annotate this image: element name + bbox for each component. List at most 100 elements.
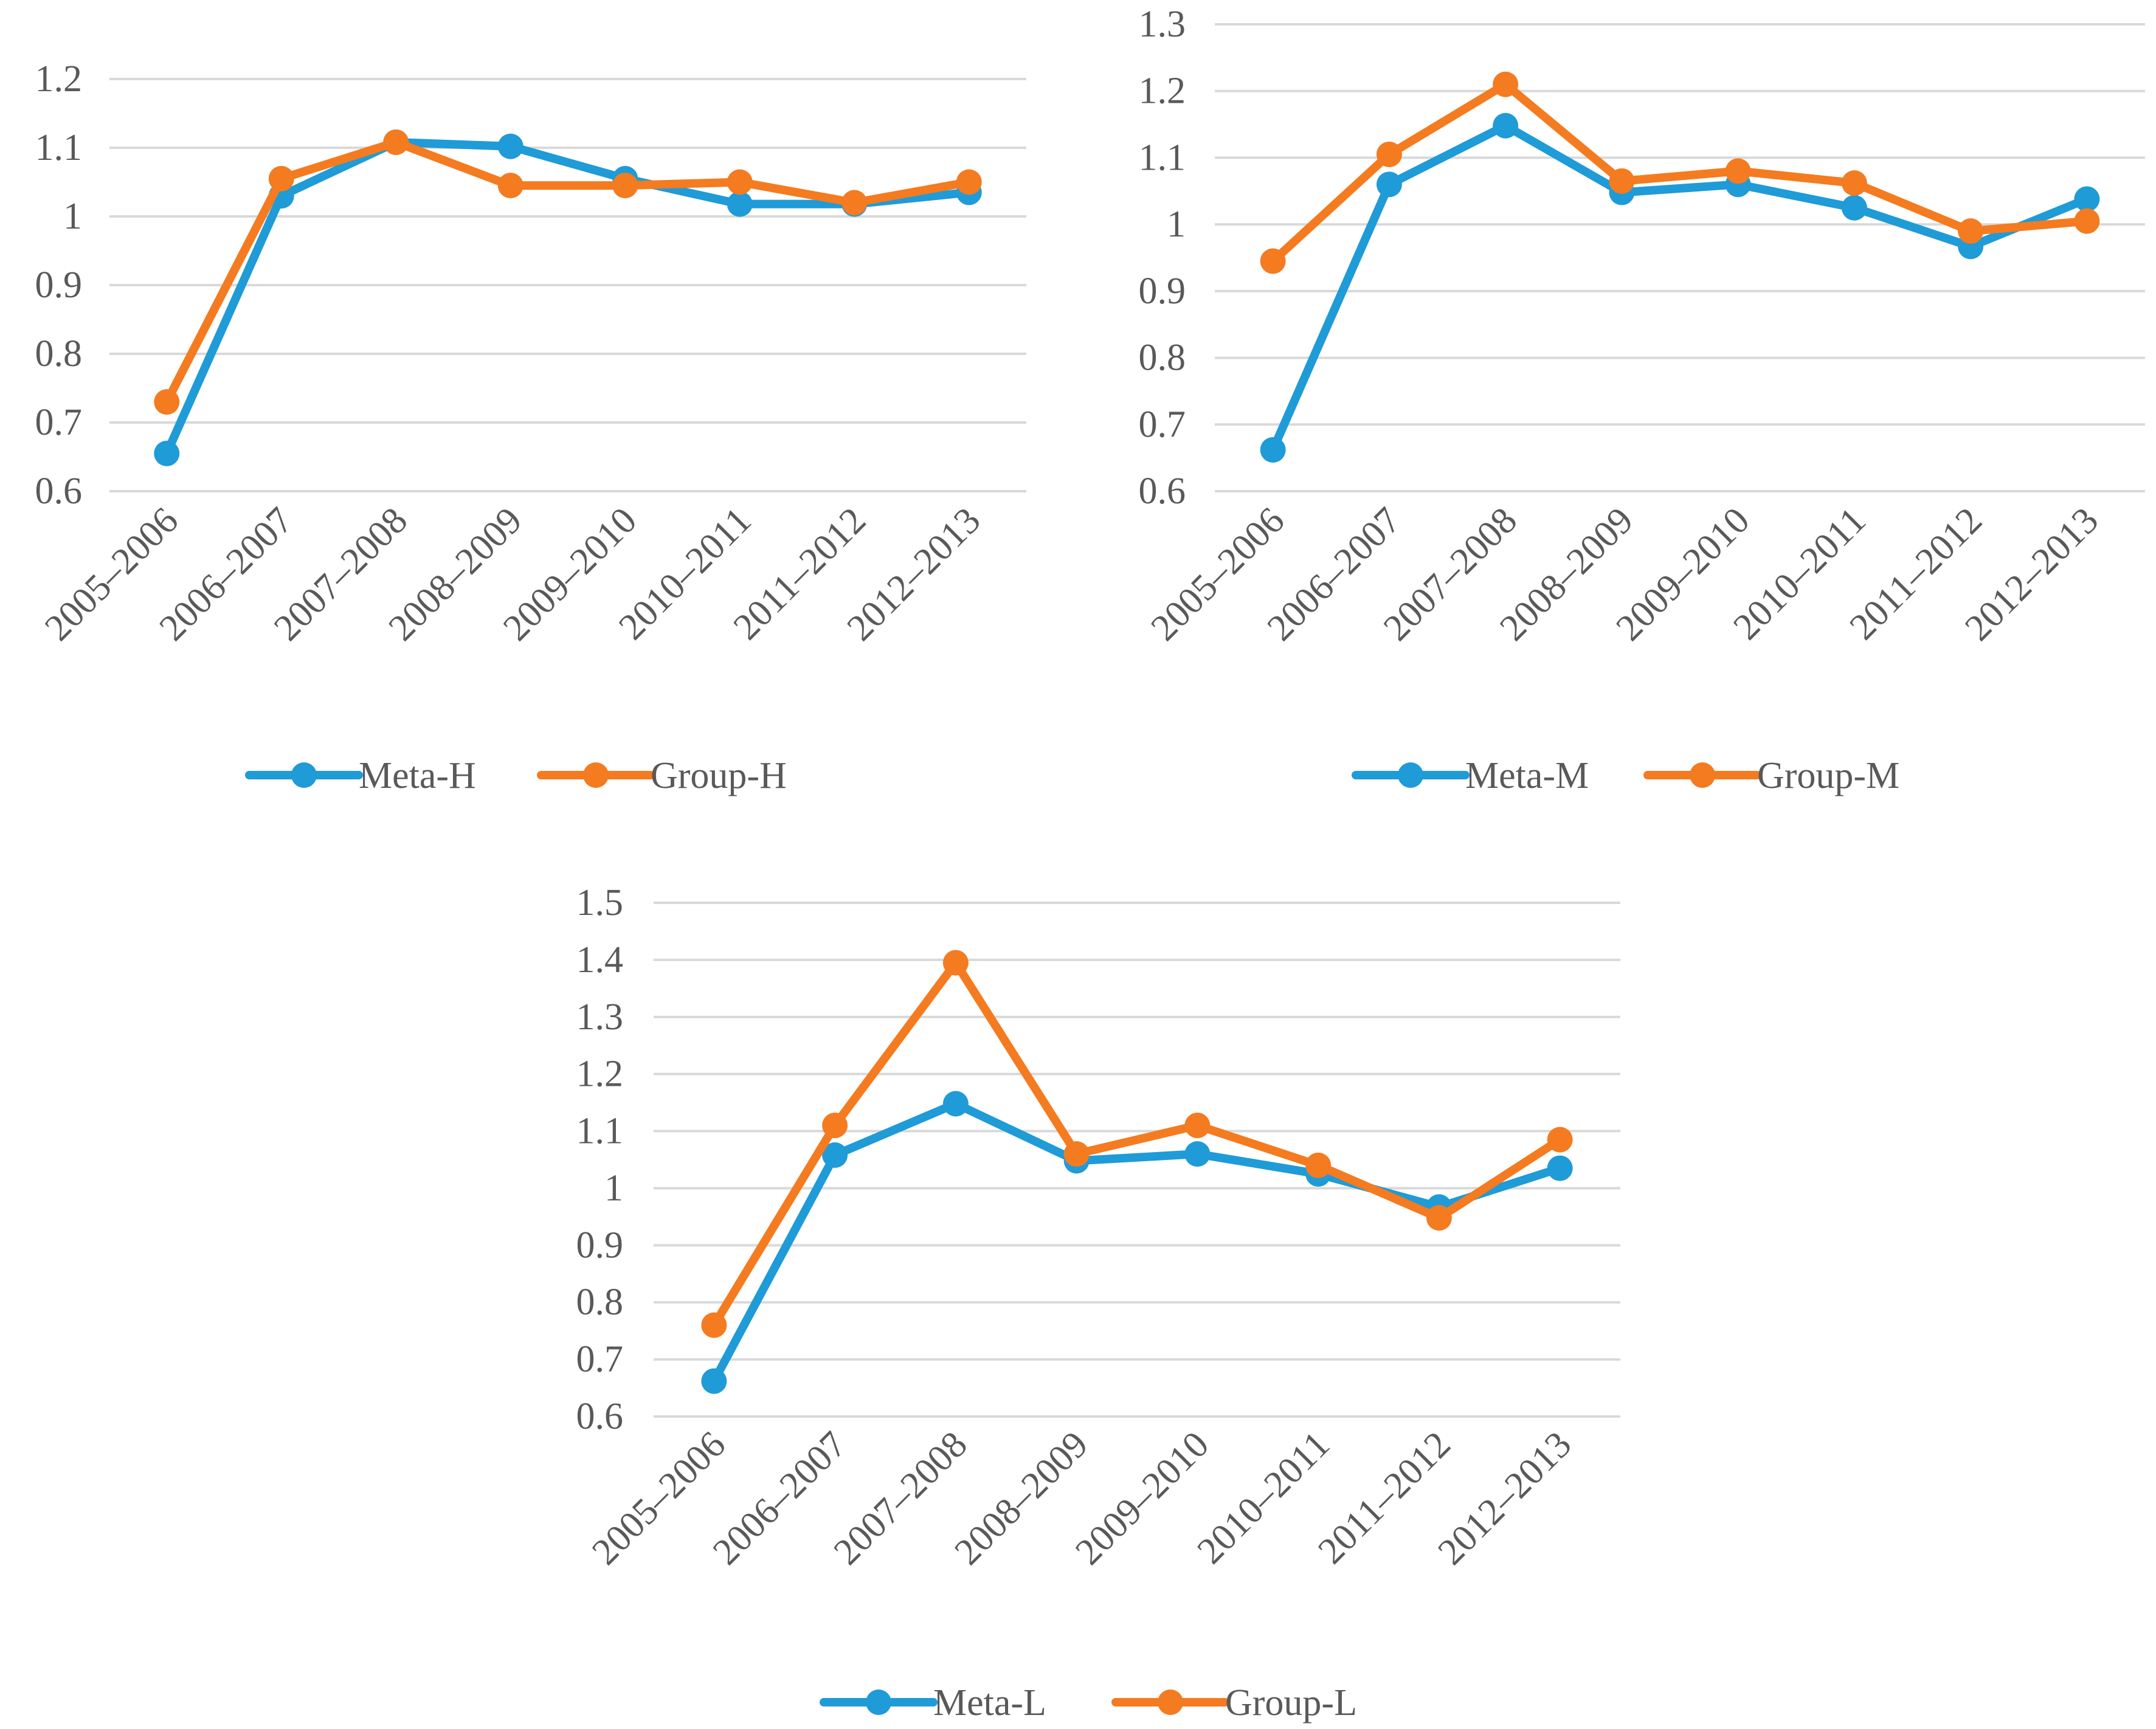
data-point — [1376, 141, 1402, 167]
legend-item: Meta-L — [820, 1682, 1046, 1724]
y-tick-label: 0.9 — [1139, 271, 1186, 312]
chart-m: 0.60.70.80.911.11.21.32005–20062006–2007… — [1139, 4, 2145, 796]
data-point — [841, 190, 868, 216]
data-point — [154, 389, 180, 415]
y-tick-label: 0.9 — [576, 1224, 624, 1266]
data-point — [1547, 1127, 1573, 1153]
data-point — [942, 1091, 969, 1117]
series-line-meta-h — [162, 137, 973, 458]
legend: Meta-H Group-H — [245, 755, 787, 796]
data-point — [1493, 71, 1519, 97]
y-tick-label: 0.6 — [576, 1396, 624, 1437]
legend-item: Group-L — [1111, 1682, 1357, 1724]
legend-swatch-marker — [1158, 1689, 1183, 1715]
y-tick-label: 1.1 — [576, 1111, 624, 1152]
data-point — [497, 173, 523, 199]
legend-item: Group-M — [1643, 755, 1899, 796]
x-tick-label: 2009–2010 — [1068, 1424, 1217, 1573]
y-tick-label: 1 — [1167, 204, 1186, 245]
data-point — [701, 1368, 727, 1394]
chart-h: 0.60.70.80.911.11.22005–20062006–2007200… — [35, 58, 1026, 796]
data-point — [942, 950, 969, 976]
legend: Meta-M Group-M — [1352, 755, 1899, 796]
y-tick-label: 1.2 — [35, 58, 83, 100]
y-tick-label: 0.6 — [1139, 471, 1186, 512]
x-tick-label: 2008–2009 — [947, 1424, 1096, 1573]
series-line-meta-m — [1268, 121, 2092, 454]
legend-item: Meta-H — [245, 755, 476, 796]
legend-label: Meta-M — [1465, 755, 1589, 796]
y-tick-label: 1.3 — [576, 996, 624, 1038]
data-point — [268, 165, 294, 192]
series-line-group-m — [1268, 80, 2092, 266]
data-point — [727, 191, 753, 217]
legend-label: Meta-L — [933, 1682, 1046, 1724]
series-line-group-h — [162, 137, 973, 407]
data-point — [1958, 218, 1984, 244]
data-point — [1184, 1141, 1211, 1167]
data-point — [2074, 208, 2100, 234]
data-point — [1609, 168, 1635, 194]
y-tick-label: 0.7 — [35, 402, 83, 443]
data-point — [1841, 170, 1867, 196]
data-point — [1184, 1113, 1211, 1139]
chart-l: 0.60.70.80.911.11.21.31.41.52005–2006200… — [576, 882, 1620, 1724]
legend-swatch-marker — [291, 762, 317, 788]
legend: Meta-L Group-L — [820, 1682, 1357, 1724]
data-point — [1493, 112, 1519, 139]
y-tick-label: 0.7 — [1139, 404, 1186, 445]
y-tick-label: 1.2 — [1139, 71, 1186, 112]
y-tick-label: 0.6 — [35, 471, 83, 512]
data-point — [822, 1113, 848, 1139]
data-point — [1260, 248, 1286, 274]
data-point — [727, 169, 753, 195]
legend-swatch-marker — [583, 762, 609, 788]
data-point — [154, 440, 180, 466]
data-point — [2074, 186, 2100, 212]
y-tick-label: 1.4 — [576, 939, 624, 981]
y-tick-label: 1.1 — [1139, 137, 1186, 178]
legend-label: Group-M — [1757, 755, 1899, 796]
data-point — [1547, 1155, 1573, 1181]
legend-swatch-marker — [866, 1689, 891, 1715]
data-point — [1376, 171, 1402, 198]
data-point — [1260, 437, 1286, 463]
y-tick-label: 1 — [604, 1167, 623, 1209]
data-point — [1841, 195, 1867, 221]
data-point — [383, 129, 409, 155]
legend-swatch-marker — [1398, 762, 1423, 788]
data-point — [701, 1312, 727, 1338]
series-line-group-l — [710, 958, 1564, 1330]
data-point — [1426, 1205, 1452, 1231]
y-tick-label: 0.8 — [1139, 337, 1186, 379]
y-tick-label: 1 — [63, 196, 82, 237]
y-tick-label: 1.1 — [35, 127, 83, 168]
legend-item: Group-H — [537, 755, 787, 796]
series-line-meta-l — [710, 1099, 1564, 1386]
y-tick-label: 1.5 — [576, 882, 624, 923]
data-point — [1063, 1141, 1090, 1167]
y-tick-label: 0.8 — [576, 1282, 624, 1323]
y-tick-label: 0.8 — [35, 333, 83, 374]
x-tick-label: 2010–2011 — [1189, 1424, 1338, 1572]
x-tick-label: 2012–2013 — [1430, 1424, 1579, 1573]
data-point — [956, 169, 982, 195]
legend-label: Meta-H — [359, 755, 476, 796]
data-point — [1725, 158, 1751, 184]
data-point — [822, 1142, 848, 1168]
y-tick-label: 0.7 — [576, 1339, 624, 1380]
data-point — [497, 133, 523, 159]
data-point — [612, 173, 638, 199]
legend-label: Group-H — [651, 755, 787, 796]
data-point — [1305, 1152, 1332, 1178]
x-tick-label: 2007–2008 — [826, 1424, 975, 1573]
x-tick-label: 2006–2007 — [705, 1424, 854, 1573]
legend-label: Group-L — [1225, 1682, 1357, 1724]
y-tick-label: 1.2 — [576, 1054, 624, 1095]
x-tick-label: 2005–2006 — [584, 1424, 733, 1573]
legend-swatch-marker — [1690, 762, 1715, 788]
legend-item: Meta-M — [1352, 755, 1589, 796]
y-tick-label: 0.9 — [35, 264, 83, 306]
y-tick-label: 1.3 — [1139, 4, 1186, 45]
